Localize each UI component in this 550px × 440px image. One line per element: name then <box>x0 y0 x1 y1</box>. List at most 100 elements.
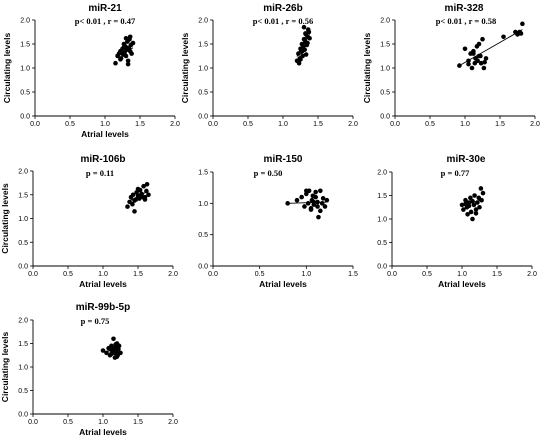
panel-5-data-point <box>313 194 318 200</box>
panel-4-data-point <box>142 194 148 200</box>
panel-4-data-point <box>125 204 130 209</box>
panel-5-data-point <box>304 188 309 194</box>
panel-5-y-tick-label: 1.0 <box>198 201 208 208</box>
panel-2-title: miR-26b <box>263 3 302 14</box>
panel-5-stat-annotation: p = 0.50 <box>254 168 283 178</box>
panel-3-data-point <box>471 51 476 56</box>
panel-5-data-point <box>324 197 330 203</box>
panel-3-y-axis-label: Circulating levels <box>362 33 372 104</box>
panel-2-data-point <box>298 57 303 62</box>
panel-4-data-point <box>135 186 141 192</box>
panel-7-y-tick-label: 2.0 <box>18 318 28 325</box>
panel-4-data-point <box>132 198 137 203</box>
panel-4-y-tick-label: 1.5 <box>18 192 28 199</box>
panel-6-data-point <box>468 195 473 201</box>
panel-2-x-tick-label: 1.5 <box>313 121 323 128</box>
panel-1-data-point <box>113 60 118 66</box>
panel-7-data-point <box>109 351 114 357</box>
panel-6-data-point <box>463 197 468 203</box>
panel-6-x-tick-label: 1.5 <box>492 271 502 278</box>
panel-6-y-tick-label: 0.5 <box>377 240 387 247</box>
panel-2-y-axis-label: Circulating levels <box>180 33 190 104</box>
panel-1-data-point <box>125 58 131 64</box>
panel-7-x-axis-label: Atrial levels <box>79 427 127 437</box>
panel-5-data-point <box>319 201 325 206</box>
panel-4-data-point <box>130 192 136 198</box>
panel-4-x-axis-label: Atrial levels <box>79 279 127 289</box>
panel-1-data-point <box>125 61 131 67</box>
panel-5-data-point <box>311 199 317 205</box>
panel-1-stat-annotation: p< 0.01 , r = 0.47 <box>75 16 136 26</box>
panel-2-stat-annotation: p< 0.01 , r = 0.56 <box>253 16 314 26</box>
panel-7-data-point <box>104 350 109 356</box>
panel-4-y-tick-label: 0.5 <box>18 240 28 247</box>
panel-1-data-point <box>127 48 133 54</box>
panel-5-data-point <box>299 194 304 200</box>
panel-4-data-point <box>130 201 135 207</box>
panel-5-data-point <box>316 214 321 220</box>
panel-5-data-point <box>308 206 314 211</box>
panel-2-x-tick-label: 2.0 <box>348 121 358 128</box>
panel-3-data-point <box>476 53 482 59</box>
panel-1-y-tick-label: 1.0 <box>20 66 30 73</box>
panel-2-data-point <box>306 29 312 35</box>
panel-3-data-point <box>476 41 482 47</box>
panel-2-x-tick-label: 0.5 <box>243 121 253 128</box>
chart-panel-7: miR-99b-5p p = 0.75 0.0 0.5 1.0 1.5 2.0 0.0 0.5 1… <box>0 302 178 437</box>
panel-3-y-tick-label: 1.5 <box>380 42 390 49</box>
panel-6-data-point <box>479 197 484 203</box>
panel-7-x-tick-label: 1.0 <box>98 419 108 426</box>
panel-4-y-tick-label: 0.0 <box>18 264 28 271</box>
panel-7-y-tick-label: 0.0 <box>18 412 28 419</box>
panel-4-title: miR-106b <box>80 154 125 165</box>
panel-1-x-axis-label: Atrial levels <box>81 129 129 139</box>
panel-5-data-point <box>322 204 328 209</box>
panel-6-data-point <box>463 201 468 207</box>
panel-2-y-tick-label: 0.0 <box>198 114 208 121</box>
panel-6-y-tick-label: 0.0 <box>377 264 387 271</box>
panel-5-data-point <box>318 188 323 194</box>
panel-3-data-point <box>481 65 487 71</box>
panel-4-data-point <box>146 192 151 198</box>
panel-5-data-point <box>305 201 311 206</box>
panel-7-data-point <box>107 345 113 351</box>
panel-6-data-point <box>475 200 480 205</box>
panel-5-y-tick-label: 0.5 <box>198 232 208 239</box>
panel-2-y-tick-label: 1.5 <box>198 42 208 49</box>
panel-1-y-axis-label: Circulating levels <box>2 33 12 104</box>
panel-1-y-tick-label: 1.5 <box>20 42 30 49</box>
panel-6-x-tick-label: 2.0 <box>527 271 537 278</box>
panel-4-data-point <box>132 209 137 214</box>
panel-7-x-tick-label: 0.5 <box>63 419 73 426</box>
panel-2-y-tick-label: 2.0 <box>198 18 208 25</box>
panel-3-data-point <box>518 31 524 36</box>
panel-1-x-tick-label: 0.0 <box>30 121 40 128</box>
panel-6-x-tick-label: 0.0 <box>387 271 397 278</box>
panel-6-data-point <box>466 203 472 209</box>
panel-7-stat-annotation: p = 0.75 <box>81 316 110 326</box>
panel-7-data-point <box>118 350 123 356</box>
panel-6-data-point <box>473 207 479 212</box>
panel-2-x-tick-label: 1.0 <box>278 121 288 128</box>
panel-7-y-tick-label: 1.5 <box>18 341 28 348</box>
panel-3-data-point <box>501 34 506 40</box>
panel-5-data-point <box>320 196 326 201</box>
panel-4-stat-annotation: p = 0.11 <box>86 168 114 178</box>
panel-3-data-point <box>466 61 471 67</box>
panel-5-x-tick-label: 1.0 <box>301 271 311 278</box>
panel-4-x-tick-label: 1.5 <box>133 271 143 278</box>
panel-6-data-point <box>461 207 466 212</box>
panel-3-data-point <box>457 63 462 68</box>
panel-1-data-point <box>121 45 127 50</box>
panel-6-data-point <box>466 200 472 205</box>
panel-6-y-tick-label: 2.0 <box>377 170 387 177</box>
panel-1-x-tick-label: 0.5 <box>65 121 75 128</box>
panel-4-y-axis-label: Circulating levels <box>0 183 10 254</box>
panel-1-data-point <box>118 57 123 62</box>
panel-3-x-tick-label: 2.0 <box>530 121 540 128</box>
panel-4-x-tick-label: 0.5 <box>63 271 73 278</box>
panel-7-data-point <box>116 343 122 349</box>
panel-4-x-tick-label: 2.0 <box>168 271 178 278</box>
panel-1-x-tick-label: 1.0 <box>100 121 110 128</box>
